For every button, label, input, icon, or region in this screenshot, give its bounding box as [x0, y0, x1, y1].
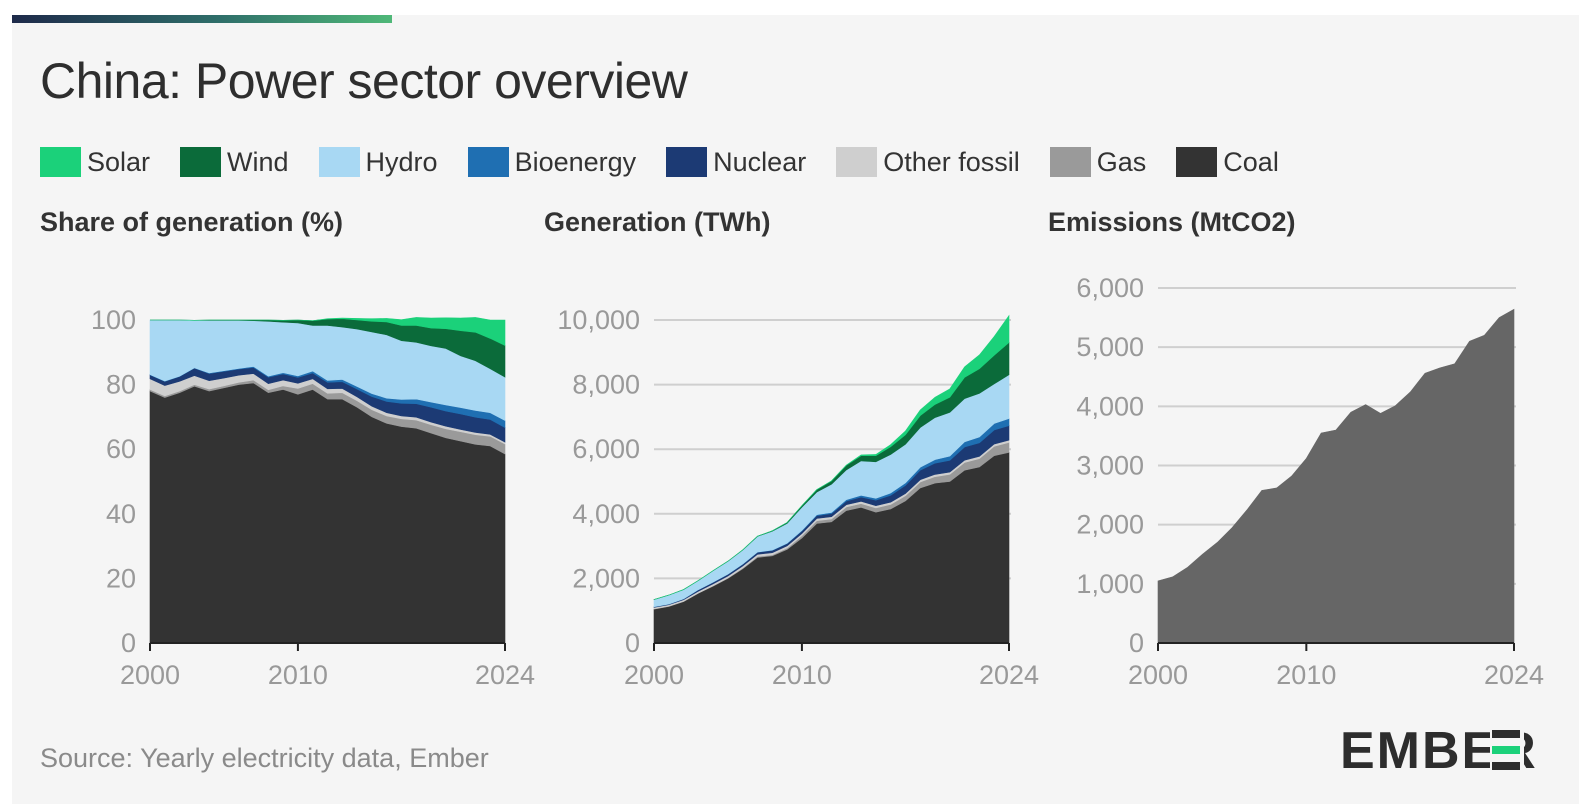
share-y-tick-label: 100 [91, 305, 136, 335]
generation-x-tick-label: 2024 [979, 660, 1039, 690]
share-y-tick-label: 60 [106, 434, 136, 464]
share-area-solar [150, 317, 506, 346]
share-y-tick-label: 20 [106, 563, 136, 593]
generation-x-tick-label: 2010 [772, 660, 832, 690]
ember-logo-e-top [1492, 730, 1520, 738]
emissions-x-tick-label: 2024 [1484, 660, 1544, 690]
emissions-y-tick-label: 3,000 [1076, 451, 1144, 481]
legend-swatch-coal [1176, 147, 1218, 177]
legend-swatch-solar [40, 147, 81, 177]
legend-item-bioenergy: Bioenergy [467, 146, 637, 178]
generation-area-solar [653, 314, 1010, 600]
legend-label-wind: Wind [227, 146, 289, 177]
generation-y-tick-label: 2,000 [572, 563, 640, 593]
legend-item-nuclear: Nuclear [666, 147, 806, 178]
share-y-tick-label: 80 [106, 370, 136, 400]
share-x-tick-label: 2010 [268, 660, 328, 690]
generation-y-tick-label: 6,000 [572, 434, 640, 464]
share-chart-title: Share of generation (%) [40, 207, 344, 237]
share-x-tick-label: 2000 [120, 660, 180, 690]
emissions-y-tick-label: 1,000 [1076, 569, 1144, 599]
legend-item-hydro: Hydro [318, 146, 438, 178]
emissions-y-tick-label: 2,000 [1076, 510, 1144, 540]
ember-logo-e-middle [1492, 746, 1520, 754]
legend-label-coal: Coal [1223, 146, 1279, 177]
legend: Solar Wind Hydro Bioenergy Nuclear Other… [40, 145, 1309, 179]
legend-swatch-nuclear [666, 147, 708, 177]
emissions-y-tick-label: 0 [1129, 628, 1144, 658]
generation-y-tick-label: 10,000 [557, 305, 640, 335]
source-note: Source: Yearly electricity data, Ember [40, 743, 489, 773]
emissions-y-tick-label: 4,000 [1076, 391, 1144, 421]
legend-label-hydro: Hydro [365, 146, 438, 177]
legend-label-other-fossil: Other fossil [883, 146, 1020, 177]
page-title: China: Power sector overview [40, 53, 688, 109]
legend-swatch-gas [1049, 147, 1091, 177]
legend-item-gas: Gas [1049, 146, 1147, 178]
share-x-tick-label: 2024 [475, 660, 535, 690]
emissions-chart-title: Emissions (MtCO2) [1048, 207, 1296, 237]
emissions-x-tick-label: 2000 [1128, 660, 1188, 690]
legend-swatch-wind [180, 147, 222, 177]
ember-logo: EMBER [1340, 722, 1536, 778]
legend-swatch-bioenergy [467, 147, 509, 177]
legend-swatch-hydro [318, 147, 360, 177]
legend-label-gas: Gas [1096, 146, 1147, 177]
emissions-y-tick-label: 5,000 [1076, 332, 1144, 362]
legend-label-bioenergy: Bioenergy [514, 146, 637, 177]
generation-y-tick-label: 8,000 [572, 370, 640, 400]
emissions-x-tick-label: 2010 [1276, 660, 1336, 690]
emissions-area-series [1157, 308, 1515, 644]
legend-item-coal: Coal [1176, 147, 1279, 178]
generation-x-tick-label: 2000 [624, 660, 684, 690]
legend-item-solar: Solar [40, 147, 150, 178]
legend-label-nuclear: Nuclear [713, 146, 807, 177]
legend-item-wind: Wind [180, 147, 289, 178]
generation-y-tick-label: 0 [625, 628, 640, 658]
legend-item-other-fossil: Other fossil [836, 147, 1020, 178]
share-y-tick-label: 0 [121, 628, 136, 658]
legend-label-solar: Solar [87, 146, 151, 177]
generation-chart-title: Generation (TWh) [544, 207, 771, 237]
ember-logo-e-bottom [1492, 762, 1520, 770]
share-y-tick-label: 40 [106, 499, 136, 529]
generation-y-tick-label: 4,000 [572, 499, 640, 529]
emissions-y-tick-label: 6,000 [1076, 273, 1144, 303]
legend-swatch-other-fossil [836, 147, 878, 177]
accent-bar [12, 15, 392, 23]
